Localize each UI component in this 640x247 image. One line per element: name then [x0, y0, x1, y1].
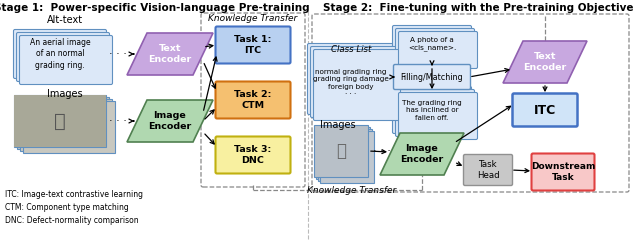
FancyBboxPatch shape — [396, 28, 474, 65]
Bar — [14, 95, 106, 147]
FancyBboxPatch shape — [396, 89, 474, 137]
Text: ITC: ITC — [534, 103, 556, 117]
Text: DNC: Defect-normality comparison: DNC: Defect-normality comparison — [5, 216, 139, 225]
Polygon shape — [127, 33, 213, 75]
Text: Knowledge Transfer: Knowledge Transfer — [209, 14, 298, 23]
Text: · · ·: · · · — [373, 146, 391, 156]
Text: Text
Encoder: Text Encoder — [524, 52, 566, 72]
Polygon shape — [127, 100, 213, 142]
Text: Downstream
Task: Downstream Task — [531, 162, 595, 182]
FancyBboxPatch shape — [463, 155, 513, 185]
FancyBboxPatch shape — [392, 86, 472, 133]
FancyBboxPatch shape — [399, 92, 477, 140]
Text: Images: Images — [320, 120, 356, 130]
Text: ITC: Image-text contrastive learning: ITC: Image-text contrastive learning — [5, 190, 143, 199]
Text: normal grading ring
grading ring damage
foreign body
· · ·: normal grading ring grading ring damage … — [313, 69, 389, 98]
Text: The grading ring
has inclined or
fallen off.: The grading ring has inclined or fallen … — [402, 100, 462, 121]
Text: Task 2:
CTM: Task 2: CTM — [234, 90, 272, 110]
FancyBboxPatch shape — [19, 36, 113, 84]
Text: Knowledge Transfer: Knowledge Transfer — [307, 186, 397, 195]
FancyBboxPatch shape — [392, 25, 472, 62]
Bar — [17, 97, 109, 149]
FancyBboxPatch shape — [17, 33, 109, 82]
Polygon shape — [503, 41, 587, 83]
Text: Image
Encoder: Image Encoder — [148, 111, 191, 131]
Text: Task 1:
ITC: Task 1: ITC — [234, 35, 272, 55]
Bar — [314, 125, 368, 177]
Text: Image
Encoder: Image Encoder — [401, 144, 444, 164]
Text: 📷: 📷 — [336, 142, 346, 160]
FancyBboxPatch shape — [13, 29, 106, 79]
FancyBboxPatch shape — [307, 43, 394, 115]
Text: Images: Images — [47, 89, 83, 99]
Text: Class List: Class List — [331, 45, 371, 54]
Bar — [20, 99, 112, 151]
FancyBboxPatch shape — [531, 153, 595, 190]
Text: An aerial image
of an normal
grading ring.: An aerial image of an normal grading rin… — [29, 38, 90, 70]
FancyBboxPatch shape — [394, 64, 470, 89]
FancyBboxPatch shape — [513, 94, 577, 126]
Text: A photo of a
<cls_name>.: A photo of a <cls_name>. — [408, 37, 456, 51]
Text: Filling/Matching: Filling/Matching — [401, 73, 463, 82]
Bar — [14, 95, 106, 147]
FancyBboxPatch shape — [216, 82, 291, 119]
FancyBboxPatch shape — [310, 46, 397, 118]
Text: · · ·: · · · — [109, 49, 127, 59]
Bar — [316, 127, 370, 179]
Bar — [318, 129, 372, 181]
Text: Stage 1:  Power-specific Vision-language Pre-training: Stage 1: Power-specific Vision-language … — [0, 3, 310, 13]
Polygon shape — [380, 133, 464, 175]
Bar — [23, 101, 115, 153]
Text: 📷: 📷 — [54, 111, 66, 130]
Text: CTM: Component type matching: CTM: Component type matching — [5, 203, 129, 212]
Bar — [320, 131, 374, 183]
Text: Task
Head: Task Head — [477, 160, 499, 180]
FancyBboxPatch shape — [399, 32, 477, 68]
FancyBboxPatch shape — [216, 137, 291, 173]
FancyBboxPatch shape — [216, 26, 291, 63]
Text: Text
Encoder: Text Encoder — [148, 44, 191, 64]
Text: Alt-text: Alt-text — [47, 15, 83, 25]
Text: · · ·: · · · — [109, 116, 127, 126]
Text: Task 3:
DNC: Task 3: DNC — [234, 145, 271, 165]
FancyBboxPatch shape — [314, 49, 401, 121]
Text: Stage 2:  Fine-tuning with the Pre-training Objective: Stage 2: Fine-tuning with the Pre-traini… — [323, 3, 633, 13]
